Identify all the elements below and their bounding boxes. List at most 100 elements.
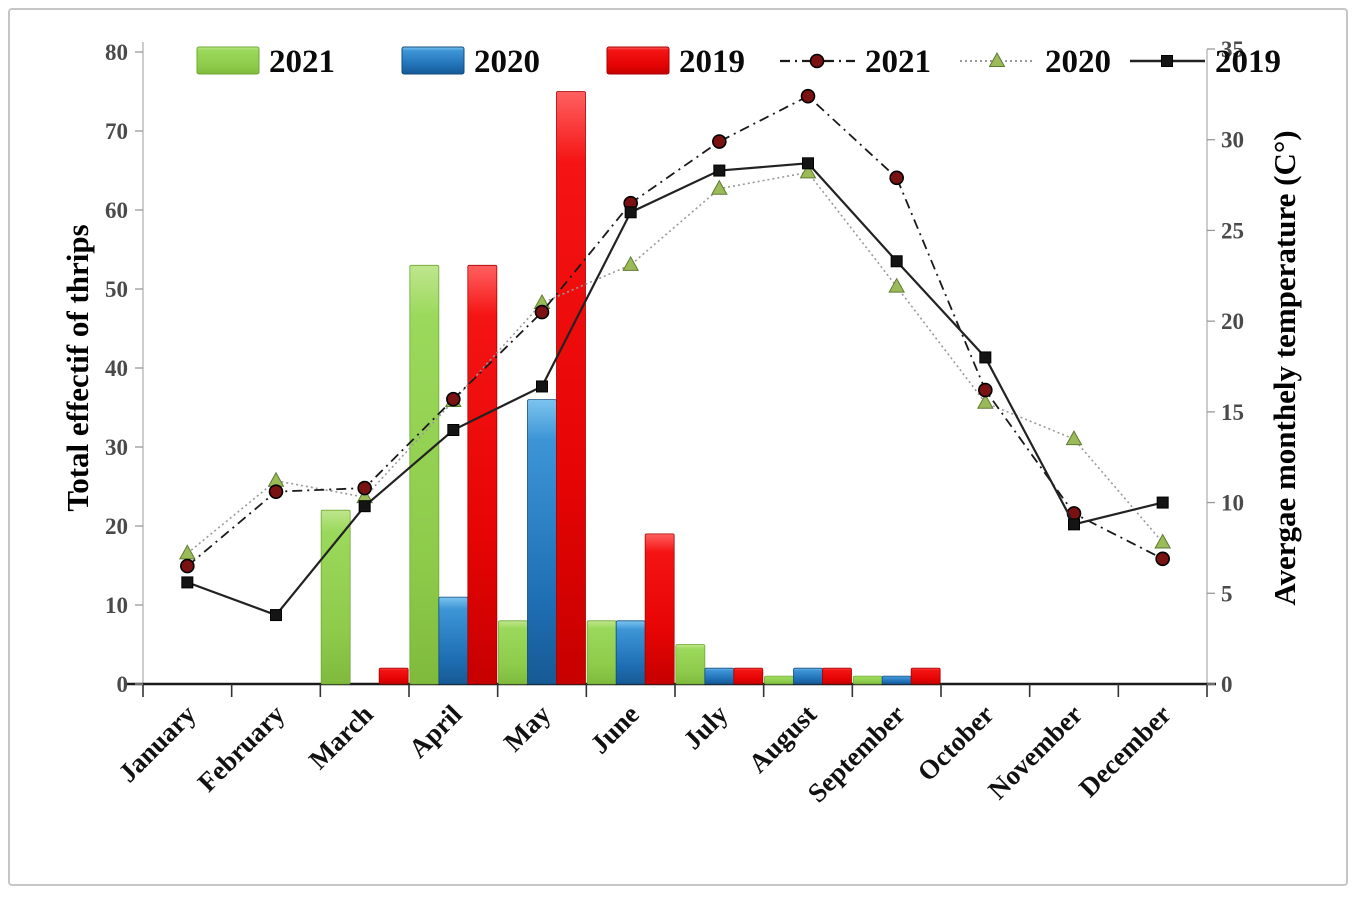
- legend-label-bar-2020: 2020: [474, 44, 540, 80]
- bar-2020-June: [615, 620, 646, 685]
- x-tick-label-April: April: [403, 699, 468, 764]
- square-marker-2019-July: [713, 164, 726, 177]
- legend-swatch-bar-2020: [401, 46, 465, 75]
- triangle-marker-2020-December: [1154, 533, 1172, 549]
- figure-border: [8, 8, 1348, 886]
- left-tick-label: 70: [105, 119, 128, 144]
- legend-swatch-bar-2019: [606, 46, 670, 75]
- triangle-marker-2020-September: [888, 277, 906, 293]
- triangle-marker-2020-July: [710, 179, 728, 195]
- bar-2019-September: [910, 667, 941, 685]
- square-marker-2019-May: [536, 380, 548, 393]
- bar-2021-July: [675, 644, 706, 685]
- x-tick-label-February: February: [192, 699, 291, 798]
- legend-marker-2020: [988, 51, 1006, 67]
- bar-2019-July: [733, 667, 764, 685]
- legend-label-bar-2021: 2021: [269, 44, 335, 80]
- bar-2021-June: [586, 620, 617, 685]
- bar-2020-September: [881, 675, 912, 685]
- circle-marker-2021-July: [712, 134, 727, 149]
- x-tick-label-March: March: [303, 699, 379, 775]
- line-2019: [186, 162, 1163, 617]
- triangle-marker-2020-November: [1065, 430, 1083, 446]
- left-tick-label: 0: [117, 672, 129, 697]
- left-axis-title: Total effectif of thrips: [60, 224, 95, 511]
- square-marker-2019-October: [979, 351, 992, 364]
- legend-label-line-2021: 2021: [865, 44, 931, 80]
- circle-marker-2021-October: [978, 382, 993, 398]
- circle-marker-2021-September: [889, 170, 904, 186]
- x-tick-label-September: September: [802, 699, 911, 808]
- x-tick-label-November: November: [982, 699, 1088, 805]
- x-tick-label-October: October: [912, 699, 1000, 787]
- right-tick-label: 0: [1221, 672, 1233, 697]
- legend-label-line-2019: 2019: [1215, 44, 1281, 80]
- square-marker-2019-June: [624, 206, 637, 219]
- bar-2019-March: [378, 667, 409, 685]
- bar-2021-May: [498, 620, 528, 685]
- left-tick-label: 30: [105, 435, 128, 460]
- triangle-marker-2020-February: [267, 471, 285, 487]
- bar-2019-May: [556, 91, 586, 685]
- bar-2020-April: [438, 596, 469, 685]
- square-marker-2019-January: [181, 576, 194, 589]
- x-tick-label-January: January: [112, 699, 201, 788]
- triangle-marker-2020-October: [976, 393, 994, 409]
- bar-2021-August: [764, 675, 794, 685]
- line-series-group: [178, 88, 1172, 622]
- right-tick-label: 10: [1221, 491, 1244, 516]
- circle-marker-2021-April: [446, 391, 461, 407]
- legend-swatch-bar-2021: [196, 46, 260, 75]
- legend-marker-2021: [809, 53, 825, 69]
- triangle-marker-2020-June: [622, 255, 640, 271]
- x-tick-label-May: May: [498, 699, 557, 758]
- bar-2021-September: [852, 675, 883, 685]
- circle-marker-2021-March: [357, 480, 372, 496]
- x-tick-label-June: June: [584, 699, 644, 759]
- square-marker-2019-September: [890, 255, 903, 268]
- left-tick-label: 60: [105, 198, 128, 223]
- left-tick-label: 20: [105, 514, 128, 539]
- bar-2019-August: [822, 667, 852, 685]
- right-tick-label: 25: [1221, 218, 1244, 243]
- right-tick-label: 35: [1221, 37, 1244, 62]
- line-2021: [186, 95, 1164, 567]
- square-marker-2019-December: [1156, 496, 1169, 509]
- circle-marker-2021-February: [268, 484, 284, 499]
- bar-2020-May: [527, 399, 557, 685]
- chart-legend: 2021 2020 2019 2021 2020 2019: [196, 44, 1281, 80]
- square-marker-2019-February: [270, 609, 282, 622]
- legend-label-bar-2019: 2019: [679, 44, 745, 80]
- x-tick-label-August: August: [743, 699, 823, 779]
- y-axis-tick-labels: 0 10 20 30 40 50 60 70 80 0 5 10 15 20 25 30 35: [105, 37, 1244, 697]
- legend-marker-2019: [1161, 55, 1173, 67]
- legend-label-line-2020: 2020: [1045, 44, 1111, 80]
- triangle-marker-2020-August: [799, 163, 817, 179]
- x-tick-label-July: July: [677, 699, 734, 756]
- right-axis-title: Avergae monthely temperature (C°): [1267, 130, 1302, 605]
- left-tick-label: 50: [105, 277, 128, 302]
- x-tick-label-December: December: [1073, 699, 1177, 803]
- bar-2021-March: [320, 509, 351, 685]
- triangle-marker-2020-January: [178, 544, 196, 560]
- square-marker-2019-November: [1068, 518, 1080, 531]
- bar-2020-August: [793, 667, 823, 685]
- bar-2019-April: [467, 264, 498, 685]
- square-marker-2019-March: [358, 500, 371, 513]
- bar-2019-June: [644, 533, 675, 685]
- square-marker-2019-April: [447, 424, 460, 436]
- circle-marker-2021-May: [534, 304, 550, 320]
- left-tick-label: 80: [105, 40, 128, 65]
- circle-marker-2021-January: [180, 558, 195, 574]
- bar-2021-April: [409, 264, 440, 685]
- circle-marker-2021-August: [800, 88, 816, 104]
- right-tick-label: 20: [1221, 309, 1244, 334]
- left-tick-label: 40: [105, 356, 128, 381]
- left-tick-label: 10: [105, 593, 128, 618]
- right-tick-label: 15: [1221, 400, 1244, 425]
- square-marker-2019-August: [802, 157, 814, 170]
- right-tick-label: 5: [1221, 581, 1233, 606]
- circle-marker-2021-December: [1155, 551, 1170, 567]
